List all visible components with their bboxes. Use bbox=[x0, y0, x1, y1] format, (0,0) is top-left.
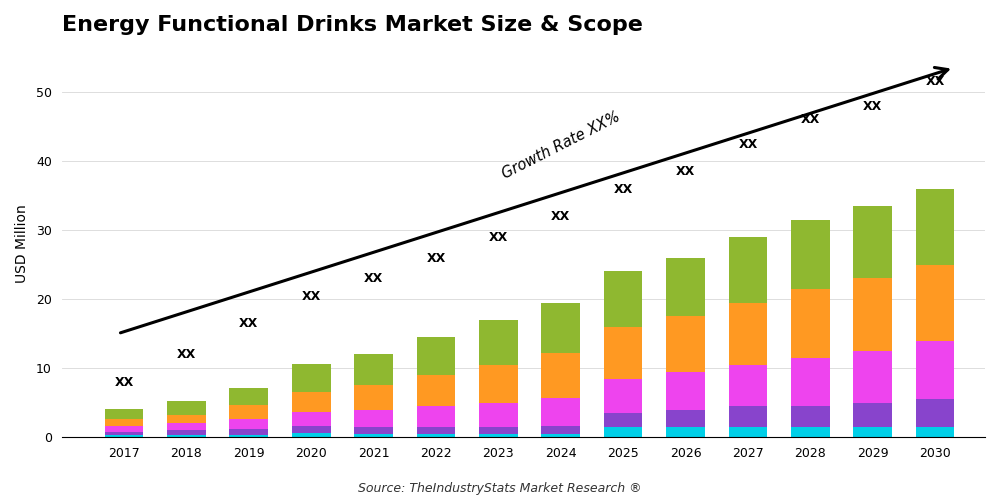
Bar bbox=[292, 412, 331, 426]
Bar bbox=[417, 427, 455, 434]
Bar bbox=[853, 351, 892, 403]
Text: XX: XX bbox=[177, 348, 196, 362]
Bar bbox=[167, 402, 206, 415]
Bar bbox=[479, 320, 518, 364]
Bar bbox=[354, 386, 393, 409]
Bar bbox=[229, 405, 268, 418]
Bar bbox=[666, 427, 705, 438]
Bar bbox=[916, 188, 954, 264]
Text: XX: XX bbox=[426, 252, 446, 264]
Bar bbox=[541, 434, 580, 438]
Bar bbox=[666, 258, 705, 316]
Text: XX: XX bbox=[364, 272, 383, 285]
Bar bbox=[229, 418, 268, 429]
Bar bbox=[541, 398, 580, 425]
Bar bbox=[479, 434, 518, 438]
Bar bbox=[853, 278, 892, 351]
Bar bbox=[853, 427, 892, 438]
Bar bbox=[105, 435, 143, 438]
Bar bbox=[417, 434, 455, 438]
Bar bbox=[666, 372, 705, 410]
Bar bbox=[541, 426, 580, 434]
Text: Growth Rate XX%: Growth Rate XX% bbox=[499, 109, 622, 182]
Bar bbox=[479, 364, 518, 403]
Bar bbox=[541, 353, 580, 398]
Bar bbox=[604, 413, 642, 427]
Bar bbox=[791, 427, 830, 438]
Text: Energy Functional Drinks Market Size & Scope: Energy Functional Drinks Market Size & S… bbox=[62, 15, 643, 35]
Bar bbox=[292, 364, 331, 392]
Text: XX: XX bbox=[863, 100, 882, 112]
Bar bbox=[292, 426, 331, 433]
Bar bbox=[105, 409, 143, 420]
Bar bbox=[479, 402, 518, 427]
Text: XX: XX bbox=[676, 165, 695, 178]
Bar bbox=[354, 434, 393, 438]
Text: XX: XX bbox=[489, 231, 508, 244]
Y-axis label: USD Million: USD Million bbox=[15, 204, 29, 283]
Bar bbox=[729, 302, 767, 364]
Bar bbox=[417, 375, 455, 406]
Text: XX: XX bbox=[551, 210, 570, 223]
Bar bbox=[354, 354, 393, 386]
Bar bbox=[729, 237, 767, 302]
Bar bbox=[229, 434, 268, 438]
Bar bbox=[417, 337, 455, 375]
Bar bbox=[105, 420, 143, 426]
Text: XX: XX bbox=[801, 114, 820, 126]
Bar bbox=[729, 364, 767, 406]
Bar bbox=[167, 424, 206, 430]
Bar bbox=[229, 388, 268, 405]
Bar bbox=[791, 406, 830, 427]
Text: XX: XX bbox=[614, 182, 633, 196]
Bar bbox=[666, 410, 705, 427]
Bar bbox=[105, 432, 143, 435]
Bar bbox=[604, 378, 642, 413]
Text: XX: XX bbox=[302, 290, 321, 302]
Text: XX: XX bbox=[925, 76, 945, 88]
Bar bbox=[479, 427, 518, 434]
Bar bbox=[604, 427, 642, 438]
Bar bbox=[916, 427, 954, 438]
Bar bbox=[604, 327, 642, 378]
Bar bbox=[916, 400, 954, 427]
Bar bbox=[105, 426, 143, 432]
Bar bbox=[916, 264, 954, 340]
Text: Source: TheIndustryStats Market Research ®: Source: TheIndustryStats Market Research… bbox=[358, 482, 642, 495]
Text: XX: XX bbox=[239, 317, 258, 330]
Bar bbox=[417, 406, 455, 427]
Bar bbox=[354, 410, 393, 427]
Bar bbox=[167, 415, 206, 424]
Bar bbox=[791, 220, 830, 289]
Bar bbox=[729, 427, 767, 438]
Bar bbox=[853, 206, 892, 279]
Bar bbox=[167, 434, 206, 438]
Bar bbox=[791, 358, 830, 406]
Bar bbox=[541, 302, 580, 353]
Bar bbox=[666, 316, 705, 372]
Bar bbox=[292, 433, 331, 438]
Bar bbox=[292, 392, 331, 412]
Bar bbox=[791, 289, 830, 358]
Bar bbox=[729, 406, 767, 427]
Bar bbox=[916, 340, 954, 400]
Bar bbox=[229, 429, 268, 434]
Text: XX: XX bbox=[738, 138, 758, 150]
Text: XX: XX bbox=[114, 376, 134, 389]
Bar bbox=[167, 430, 206, 434]
Bar bbox=[354, 427, 393, 434]
Bar bbox=[604, 272, 642, 327]
Bar bbox=[853, 402, 892, 427]
